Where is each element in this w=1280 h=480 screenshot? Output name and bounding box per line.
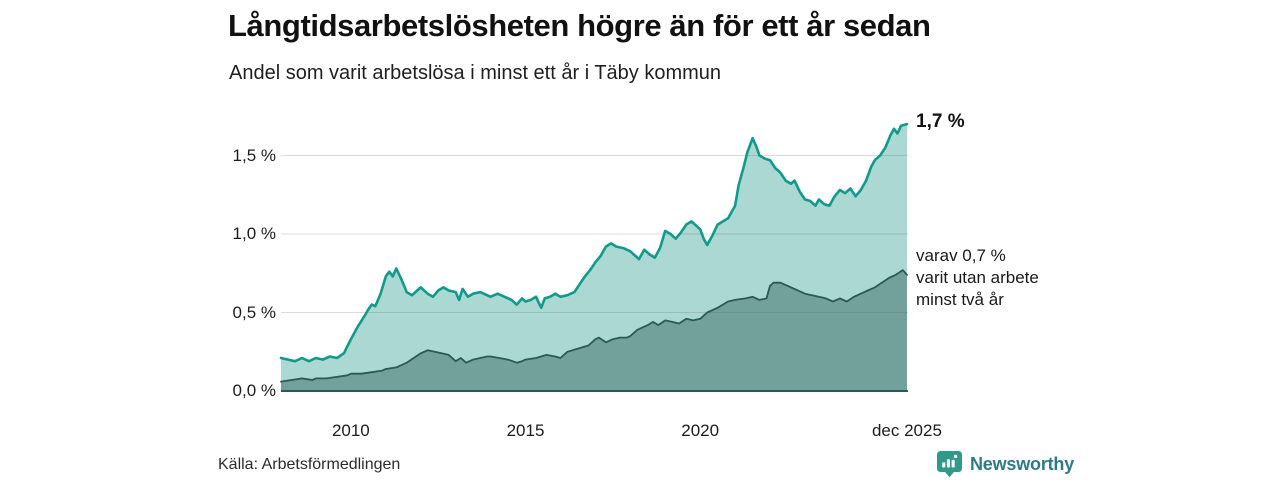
brand-logo: Newsworthy [936,450,1074,478]
chart-subtitle: Andel som varit arbetslösa i minst ett å… [229,62,722,84]
y-tick-label: 0,5 % [232,302,276,322]
series-line-1 [280,269,908,383]
series-area-1 [281,270,907,391]
chart-title: Långtidsarbetslösheten högre än för ett … [228,8,931,43]
x-tick-label: 2015 [506,421,545,440]
brand-name: Newsworthy [970,453,1075,474]
y-tick-label: 1,0 % [232,224,276,243]
source-note: Källa: Arbetsförmedlingen [218,456,401,473]
y-tick-label: 0,0 % [232,381,276,400]
x-tick-label: dec 2025 [871,421,942,440]
annotation-two-year-share: varav 0,7 % varit utan arbete minst två … [916,246,1039,309]
x-tick-label: 2010 [331,421,370,440]
series-line-0 [279,122,909,363]
x-tick-label: 2020 [681,421,720,440]
annotation-latest-value: 1,7 % [916,111,965,132]
y-tick-label: 1,5 % [232,145,276,165]
newsworthy-logo-icon [937,451,962,478]
